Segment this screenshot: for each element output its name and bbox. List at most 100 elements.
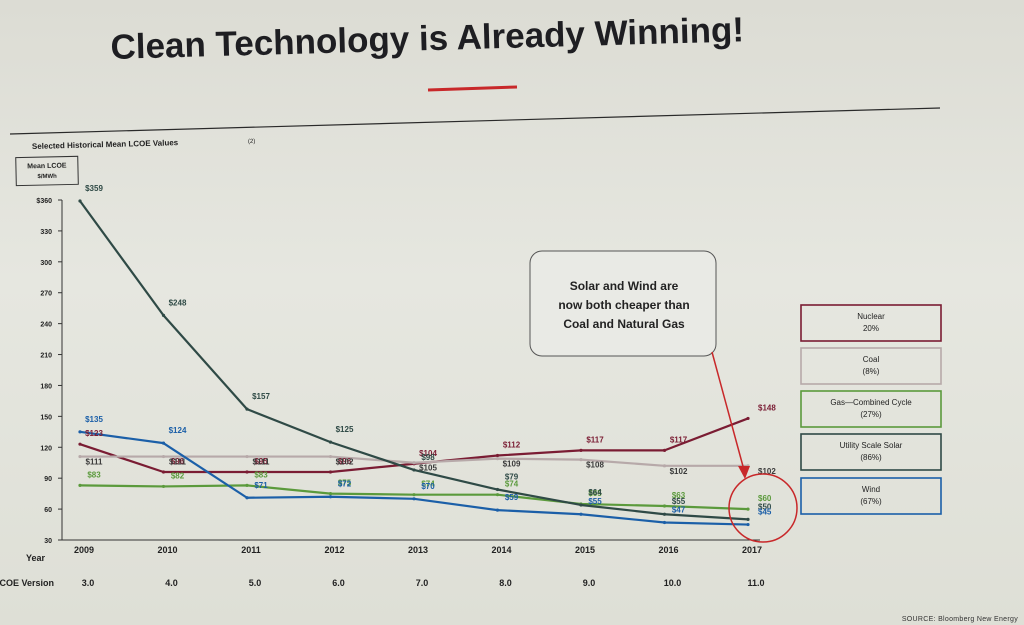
- callout: Solar and Wind are now both cheaper than C…: [529, 250, 750, 479]
- data-label: $63: [672, 491, 686, 500]
- data-label: $59: [505, 493, 519, 502]
- data-point: [161, 484, 166, 489]
- data-label: $248: [169, 298, 187, 307]
- data-label: $111: [86, 458, 103, 467]
- data-point: [495, 487, 500, 492]
- data-point: [495, 453, 500, 458]
- source-note: SOURCE: Bloomberg New Energy: [901, 616, 1018, 623]
- ylabel-line-1: Mean LCOE: [27, 163, 67, 171]
- data-point: [328, 495, 333, 499]
- version-value: 11.0: [747, 578, 764, 588]
- ylabel-line-2: $/MWh: [37, 174, 57, 180]
- data-label: $60: [758, 494, 772, 503]
- data-point: [78, 454, 82, 459]
- data-label: $148: [758, 403, 776, 412]
- data-point: [245, 407, 249, 411]
- data-point: [412, 497, 416, 501]
- chart-subtitle: Selected Historical Mean LCOE Values: [32, 138, 179, 151]
- data-label: $74: [505, 480, 519, 489]
- data-label: $79: [505, 473, 519, 482]
- data-label: $96: [171, 457, 185, 466]
- data-point: [746, 416, 750, 421]
- data-label: $74: [421, 480, 435, 489]
- data-point: [579, 503, 583, 507]
- data-point: [746, 507, 750, 511]
- data-point: [78, 430, 82, 434]
- highlight-circle: [728, 473, 798, 543]
- y-tick-label: 30: [44, 538, 52, 545]
- version-value: 8.0: [499, 578, 512, 588]
- data-label: $64: [588, 488, 602, 497]
- x-tick-label: 2012: [324, 545, 344, 555]
- y-tick-label: 120: [40, 445, 52, 452]
- x-tick-label: 2009: [74, 545, 94, 555]
- version-value: 6.0: [332, 578, 345, 588]
- data-label: $111: [253, 458, 270, 467]
- data-label: $359: [85, 184, 103, 193]
- x-tick-label: 2015: [575, 545, 595, 555]
- data-label: $124: [169, 426, 187, 435]
- data-label: $82: [171, 471, 185, 480]
- data-point: [161, 313, 166, 317]
- x-tick-label: 2014: [491, 545, 511, 555]
- data-label: $111: [169, 458, 186, 467]
- data-label: $45: [758, 508, 772, 517]
- data-label: $83: [87, 470, 101, 479]
- data-point: [579, 512, 583, 516]
- data-point: [161, 470, 166, 474]
- legend-item: Nuclear 20%: [800, 304, 942, 342]
- y-tick-label: 150: [40, 414, 52, 421]
- data-point: [412, 461, 416, 465]
- data-point: [78, 199, 82, 203]
- ylabel-box: Mean LCOE $/MWh: [15, 155, 79, 187]
- callout-text: Solar and Wind are now both cheaper than C…: [558, 279, 689, 331]
- data-label: $70: [421, 482, 435, 491]
- data-label: $102: [670, 467, 688, 476]
- legend-share: 20%: [863, 324, 879, 333]
- legend-item: Wind (67%): [800, 477, 942, 515]
- data-point: [78, 483, 82, 487]
- section-rule: [9, 107, 941, 135]
- data-point: [245, 483, 249, 487]
- data-label: $95: [254, 457, 268, 466]
- data-label: $125: [336, 425, 354, 434]
- x-tick-label: 2016: [658, 545, 678, 555]
- x-tick-label: 2011: [241, 545, 261, 555]
- data-point: [662, 464, 667, 468]
- data-point: [662, 504, 667, 508]
- data-label: $157: [252, 392, 270, 401]
- data-point: [662, 520, 667, 525]
- data-point: [161, 454, 166, 459]
- legend-share: (8%): [863, 367, 880, 376]
- y-tick-label: 330: [40, 229, 52, 236]
- legend-name: Coal: [863, 355, 880, 364]
- legend-share: (86%): [860, 453, 882, 462]
- data-label: $55: [588, 497, 602, 506]
- data-point: [662, 512, 667, 516]
- version-value: 4.0: [165, 578, 178, 588]
- data-point: [495, 508, 500, 512]
- data-point: [78, 442, 82, 446]
- legend-name: Nuclear: [857, 312, 885, 321]
- legend-name: Gas—Combined Cycle: [830, 398, 912, 407]
- data-point: [579, 448, 583, 452]
- data-point: [245, 496, 249, 500]
- version-value: 3.0: [82, 578, 95, 588]
- data-point: [328, 492, 333, 496]
- legend: Nuclear 20% Coal (8%) Gas—Combined Cycle (27%…: [800, 304, 942, 515]
- version-value: 10.0: [664, 578, 682, 588]
- data-label: $112: [503, 441, 521, 450]
- version-label: LCOE Version: [0, 578, 54, 588]
- data-label: $109: [503, 460, 521, 469]
- data-label: $65: [588, 489, 602, 498]
- y-tick-label: 270: [40, 291, 52, 298]
- legend-item: Utility Scale Solar (86%): [800, 433, 942, 471]
- x-tick-label: 2017: [742, 545, 762, 555]
- title-underline: [427, 85, 518, 92]
- data-label: $83: [254, 470, 268, 479]
- x-tick-label: 2013: [408, 545, 428, 555]
- data-point: [328, 440, 333, 444]
- data-label: $71: [254, 481, 268, 490]
- data-label: $55: [672, 497, 686, 506]
